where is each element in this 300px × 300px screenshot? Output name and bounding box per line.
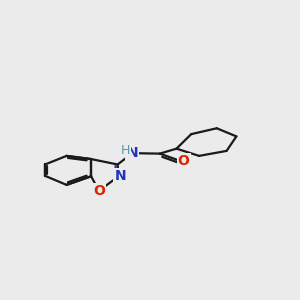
Text: N: N bbox=[127, 146, 138, 160]
Text: O: O bbox=[178, 154, 190, 168]
Text: N: N bbox=[115, 169, 126, 183]
Text: O: O bbox=[93, 184, 105, 198]
Text: H: H bbox=[121, 143, 130, 157]
